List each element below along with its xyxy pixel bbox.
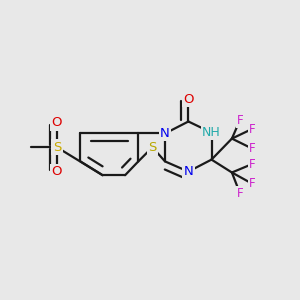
Text: F: F [237, 187, 243, 200]
Text: F: F [249, 158, 255, 171]
Text: S: S [148, 141, 157, 154]
Text: N: N [160, 127, 170, 140]
Text: O: O [52, 165, 62, 178]
Text: F: F [249, 122, 255, 136]
Text: O: O [183, 93, 194, 106]
Text: O: O [52, 116, 62, 130]
Text: F: F [237, 113, 243, 127]
Text: N: N [184, 165, 193, 178]
Text: F: F [249, 142, 255, 155]
Text: NH: NH [202, 126, 221, 139]
Text: S: S [53, 141, 61, 154]
Text: F: F [249, 177, 255, 190]
